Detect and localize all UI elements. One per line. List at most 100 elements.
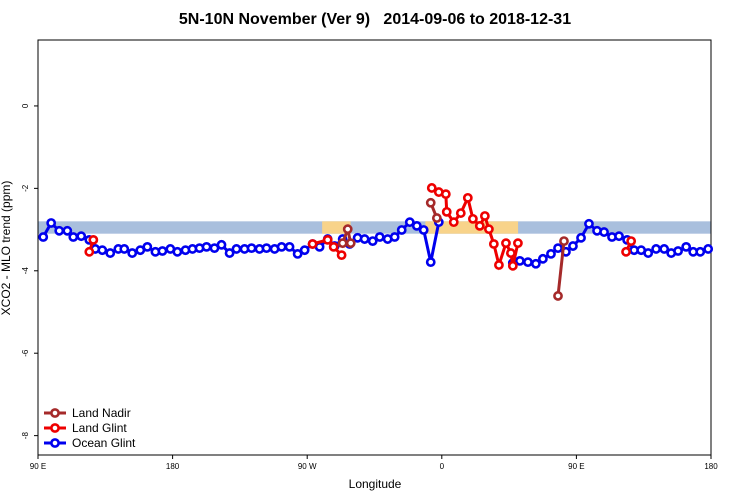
series-line xyxy=(341,202,566,297)
data-point xyxy=(507,260,518,271)
data-point xyxy=(359,234,370,244)
data-point xyxy=(307,239,318,249)
legend-label: Land Glint xyxy=(72,421,127,435)
data-point xyxy=(599,227,609,237)
x-tick-label: 90 W xyxy=(298,462,317,471)
data-point xyxy=(345,238,356,249)
data-point xyxy=(584,218,594,229)
y-tick-label: -4 xyxy=(21,267,30,275)
data-point xyxy=(462,192,473,203)
data-point xyxy=(643,248,654,258)
y-tick-label: -8 xyxy=(21,432,30,440)
x-tick-label: 90 E xyxy=(30,462,46,471)
data-point xyxy=(337,238,348,249)
data-point xyxy=(431,213,442,223)
data-point xyxy=(468,213,478,224)
data-point xyxy=(328,241,339,252)
data-point xyxy=(261,243,272,254)
x-tick-label: 90 E xyxy=(568,462,584,471)
data-point xyxy=(513,238,523,249)
data-point xyxy=(62,225,73,236)
data-point xyxy=(38,232,49,242)
data-point xyxy=(621,246,631,257)
data-point xyxy=(54,225,65,236)
data-point xyxy=(614,231,624,242)
data-point xyxy=(276,241,287,252)
data-point xyxy=(673,246,683,256)
data-point xyxy=(172,246,183,257)
data-point xyxy=(119,244,130,254)
data-point xyxy=(76,231,87,242)
x-tick-label: 0 xyxy=(440,462,445,471)
data-point xyxy=(284,241,295,252)
data-point xyxy=(484,224,494,235)
data-point xyxy=(530,258,541,269)
data-point xyxy=(157,246,168,256)
data-point xyxy=(455,208,466,218)
data-point xyxy=(494,260,504,270)
data-point xyxy=(411,220,422,231)
data-point xyxy=(142,241,153,252)
data-point xyxy=(322,234,333,245)
data-point xyxy=(448,217,459,228)
data-point xyxy=(84,246,95,257)
data-point xyxy=(396,225,407,235)
data-point xyxy=(425,257,436,268)
data-point xyxy=(576,232,586,243)
data-point xyxy=(46,218,57,228)
data-point xyxy=(488,239,499,249)
reference-band xyxy=(38,221,711,234)
data-point xyxy=(404,217,415,228)
y-tick-label: 0 xyxy=(21,103,30,108)
data-point xyxy=(127,248,138,258)
data-point xyxy=(336,250,347,261)
data-point xyxy=(441,206,452,217)
data-point xyxy=(501,238,511,249)
data-point xyxy=(231,244,242,254)
data-point xyxy=(626,236,637,247)
data-point xyxy=(505,248,516,258)
data-point xyxy=(546,248,556,259)
data-point xyxy=(105,248,116,258)
data-point xyxy=(426,183,437,193)
legend-label: Ocean Glint xyxy=(72,436,136,450)
data-point xyxy=(659,244,670,254)
data-point xyxy=(514,255,525,266)
data-point xyxy=(97,245,108,256)
data-point xyxy=(299,245,310,256)
y-tick-label: -2 xyxy=(21,184,30,192)
data-point xyxy=(703,244,714,254)
data-point xyxy=(246,243,257,254)
data-point xyxy=(292,248,303,259)
data-point xyxy=(568,241,578,251)
data-point xyxy=(553,291,563,301)
y-axis-label: XCO2 - MLO trend (ppm) xyxy=(0,181,13,316)
land-span xyxy=(425,221,519,234)
data-point xyxy=(367,236,378,247)
legend-marker xyxy=(50,423,60,433)
data-point xyxy=(440,189,451,200)
y-tick-label: -6 xyxy=(21,349,30,357)
data-point xyxy=(479,211,490,221)
data-point xyxy=(651,244,662,254)
data-point xyxy=(88,234,99,245)
data-point xyxy=(474,220,485,231)
x-tick-label: 180 xyxy=(704,462,718,471)
data-point xyxy=(425,197,436,208)
data-point xyxy=(342,224,353,235)
x-tick-label: 180 xyxy=(166,462,180,471)
data-point xyxy=(389,232,400,242)
data-point xyxy=(695,246,706,257)
legend-marker xyxy=(50,408,60,418)
data-point xyxy=(559,236,569,247)
data-point xyxy=(418,225,429,235)
data-point xyxy=(224,248,235,258)
data-point xyxy=(681,241,692,252)
data-point xyxy=(523,257,533,268)
legend-marker xyxy=(50,438,60,448)
chart-title: 5N-10N November (Ver 9) 2014-09-06 to 20… xyxy=(179,11,571,28)
legend-label: Land Nadir xyxy=(72,406,131,420)
data-point xyxy=(553,243,563,254)
data-point xyxy=(68,232,79,242)
